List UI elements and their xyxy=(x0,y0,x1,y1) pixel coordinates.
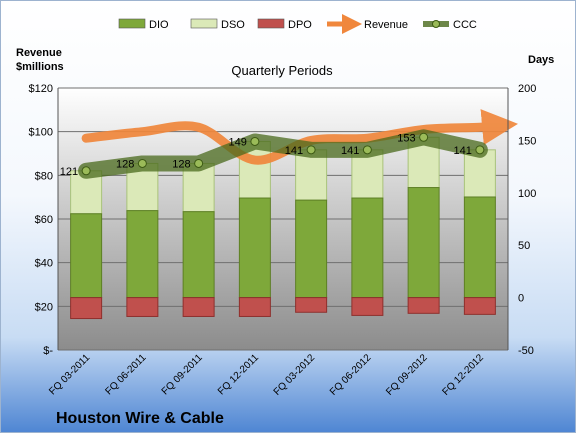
left-tick-label: $100 xyxy=(29,127,53,139)
left-tick-label: $120 xyxy=(29,83,53,95)
ccc-point xyxy=(137,158,147,168)
ccc-data-label: 141 xyxy=(454,145,472,157)
bar-dio xyxy=(463,196,496,299)
left-axis-title: Revenue $millions xyxy=(16,47,64,73)
right-tick-label: 100 xyxy=(518,188,536,200)
bar-dpo xyxy=(463,297,496,315)
ccc-data-label: 149 xyxy=(229,136,247,148)
category-label: FQ 03-2012 xyxy=(272,352,318,398)
ccc-data-label: 128 xyxy=(172,158,190,170)
ccc-point xyxy=(362,145,372,155)
bar-dpo xyxy=(407,297,440,314)
left-tick-label: $80 xyxy=(35,170,53,182)
ccc-point xyxy=(475,145,485,155)
bar-dio xyxy=(182,211,215,299)
bar-dpo xyxy=(295,297,328,313)
ccc-data-label: 141 xyxy=(285,145,303,157)
legend: DIO DSO DPO Revenue CCC xyxy=(118,14,477,34)
bar-dpo xyxy=(351,297,384,316)
bar-dpo xyxy=(182,297,215,317)
category-label: FQ 12-2011 xyxy=(216,352,261,397)
ccc-point xyxy=(81,166,91,176)
ccc-point xyxy=(419,132,429,142)
left-tick-label: $- xyxy=(43,345,53,357)
category-label: FQ 09-2012 xyxy=(384,352,430,398)
legend-label: DIO xyxy=(149,19,169,31)
category-label: FQ 09-2011 xyxy=(160,352,205,397)
legend-label: DPO xyxy=(288,19,312,31)
bar-dpo xyxy=(238,297,271,317)
legend-label: DSO xyxy=(221,19,245,31)
left-tick-label: $60 xyxy=(35,214,53,226)
right-tick-label: 50 xyxy=(518,240,530,252)
category-label: FQ 06-2012 xyxy=(328,352,374,398)
bar-dio xyxy=(70,213,103,299)
company-name: Houston Wire & Cable xyxy=(56,410,224,427)
legend-label: CCC xyxy=(453,19,477,31)
bar-dso xyxy=(182,162,215,213)
bar-dio xyxy=(238,197,271,299)
bar-dio xyxy=(126,210,159,299)
category-label: FQ 06-2011 xyxy=(104,352,149,397)
category-label: FQ 12-2012 xyxy=(440,352,486,398)
legend-swatch-dpo xyxy=(257,18,285,29)
right-tick-label: 200 xyxy=(518,83,536,95)
line-series xyxy=(78,109,519,179)
right-tick-label: 150 xyxy=(518,135,536,147)
data-labels: 121 128 128 149 141 141 153 141 xyxy=(60,132,472,178)
bar-dpo xyxy=(126,297,159,317)
legend-ccc-marker xyxy=(432,20,440,28)
left-tick-label: $40 xyxy=(35,258,53,270)
ccc-data-label: 121 xyxy=(60,166,78,178)
bar-dpo xyxy=(70,297,103,320)
ccc-data-label: 141 xyxy=(341,145,359,157)
chart-title: Quarterly Periods xyxy=(231,63,333,78)
bar-dio xyxy=(351,197,384,299)
ccc-line xyxy=(78,129,488,179)
ccc-point xyxy=(194,158,204,168)
ccc-point xyxy=(306,145,316,155)
legend-label: Revenue xyxy=(364,19,408,31)
right-axis-title: Days xyxy=(528,54,554,66)
left-tick-label: $20 xyxy=(35,301,53,313)
bar-dso xyxy=(295,149,328,201)
right-tick-label: -50 xyxy=(518,345,534,357)
legend-swatch-dso xyxy=(190,18,218,29)
category-label: FQ 03-2011 xyxy=(47,352,92,397)
ccc-data-label: 153 xyxy=(397,132,415,144)
revenue-line xyxy=(81,109,519,165)
ccc-point xyxy=(250,136,260,146)
right-tick-label: 0 xyxy=(518,293,524,305)
legend-swatch-dio xyxy=(118,18,146,29)
bar-dio xyxy=(295,199,328,299)
bar-dio xyxy=(407,187,440,299)
ccc-data-label: 128 xyxy=(116,158,134,170)
